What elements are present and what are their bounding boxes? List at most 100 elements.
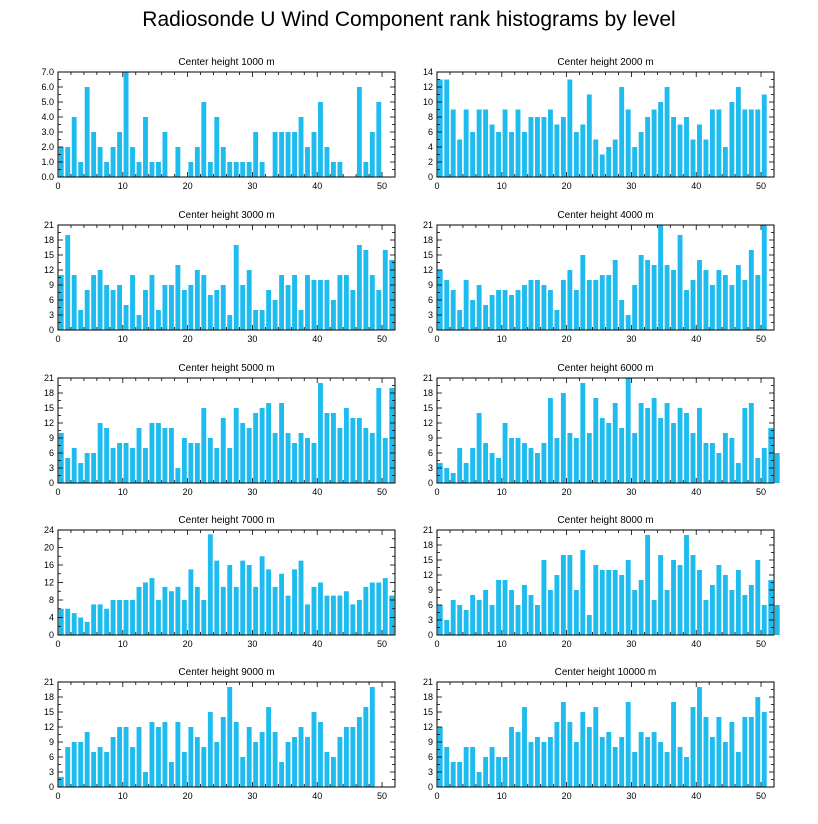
- histogram-bar: [272, 586, 278, 635]
- histogram-bar: [671, 117, 676, 177]
- histogram-bar: [470, 132, 476, 177]
- histogram-bar: [292, 569, 297, 635]
- histogram-bar: [722, 575, 728, 635]
- histogram-bar: [703, 139, 709, 177]
- histogram-bar: [761, 712, 767, 787]
- histogram-bar: [476, 109, 482, 177]
- histogram-bar: [337, 275, 343, 330]
- histogram-bar: [188, 443, 194, 483]
- panel-title: Center height 1000 m: [178, 57, 274, 68]
- y-tick-label: 3: [428, 463, 433, 473]
- histogram-bar: [560, 393, 566, 483]
- histogram-bar: [324, 595, 330, 635]
- y-tick-label: 9: [428, 585, 433, 595]
- histogram-bar: [677, 124, 683, 177]
- histogram-bar: [285, 132, 291, 177]
- x-tick-label: 40: [312, 639, 322, 649]
- histogram-bar: [645, 408, 651, 483]
- y-tick-label: 4.0: [41, 112, 54, 122]
- x-tick-label: 30: [247, 639, 257, 649]
- histogram-bar: [761, 225, 767, 330]
- histogram-bar: [586, 615, 592, 635]
- histogram-bar: [311, 586, 317, 635]
- histogram-bar: [632, 147, 638, 177]
- histogram-bar: [279, 403, 285, 483]
- y-tick-label: 2: [428, 157, 433, 167]
- histogram-bar: [220, 717, 226, 787]
- y-tick-label: 15: [44, 707, 54, 717]
- histogram-bar: [162, 285, 168, 330]
- histogram-bar: [130, 448, 135, 483]
- histogram-bar: [240, 162, 246, 177]
- histogram-bar: [638, 732, 644, 787]
- x-tick-label: 40: [691, 334, 701, 344]
- histogram-bar: [71, 613, 77, 635]
- histogram-bar: [567, 270, 573, 330]
- histogram-panel: Center height 2000 m 0 10 20 30 40 50 0 2 4 6 8 10 12…: [423, 57, 775, 191]
- histogram-bar: [690, 433, 696, 483]
- y-tick-label: 12: [44, 722, 54, 732]
- histogram-bar: [697, 408, 702, 483]
- histogram-bar: [502, 580, 508, 635]
- histogram-bar: [625, 702, 631, 787]
- histogram-bar: [735, 87, 741, 177]
- y-tick-label: 3: [49, 767, 54, 777]
- histogram-bar: [547, 290, 553, 330]
- histogram-bar: [554, 438, 560, 483]
- histogram-bar: [535, 117, 540, 177]
- histogram-bar: [515, 605, 521, 635]
- histogram-bar: [632, 285, 638, 330]
- y-tick-label: 0.0: [41, 172, 54, 182]
- x-tick-label: 10: [497, 334, 507, 344]
- histogram-bar: [742, 109, 748, 177]
- histogram-bar: [71, 275, 77, 330]
- histogram-bar: [612, 747, 618, 787]
- histogram-bar: [515, 109, 521, 177]
- histogram-bar: [324, 147, 330, 177]
- y-tick-label: 18: [44, 692, 54, 702]
- histogram-bar: [298, 117, 304, 177]
- histogram-bar: [671, 702, 676, 787]
- y-tick-label: 6: [49, 752, 54, 762]
- histogram-bar: [97, 270, 103, 330]
- histogram-bar: [123, 600, 129, 635]
- histogram-bar: [233, 722, 239, 787]
- histogram-bar: [444, 747, 450, 787]
- histogram-bar: [110, 147, 116, 177]
- y-tick-label: 8: [49, 595, 54, 605]
- histogram-bar: [586, 280, 592, 330]
- y-tick-label: 0: [428, 325, 433, 335]
- y-tick-label: 6: [428, 752, 433, 762]
- x-tick-label: 0: [434, 791, 439, 801]
- histogram-bar: [457, 448, 463, 483]
- panel-title: Center height 10000 m: [555, 667, 657, 678]
- histogram-bar: [136, 586, 142, 635]
- x-tick-label: 0: [55, 334, 60, 344]
- histogram-bar: [470, 747, 476, 787]
- histogram-bar: [143, 290, 148, 330]
- histogram-bar: [136, 727, 142, 787]
- histogram-bar: [356, 418, 362, 483]
- histogram-bar: [547, 398, 553, 483]
- histogram-bar: [117, 285, 123, 330]
- histogram-bar: [761, 605, 767, 635]
- histogram-bar: [97, 147, 103, 177]
- y-tick-label: 6: [428, 127, 433, 137]
- histogram-bar: [168, 762, 174, 787]
- histogram-bar: [768, 428, 774, 483]
- histogram-bar: [554, 310, 560, 330]
- histogram-bar: [246, 565, 252, 635]
- histogram-bar: [599, 418, 605, 483]
- histogram-bar: [363, 586, 369, 635]
- histogram-bar: [483, 757, 489, 787]
- histogram-bar: [502, 109, 508, 177]
- histogram-bar: [450, 290, 456, 330]
- y-tick-label: 3: [428, 615, 433, 625]
- histogram-bar: [130, 147, 135, 177]
- histogram-bar: [599, 570, 605, 635]
- histogram-bar: [437, 463, 443, 483]
- histogram-bar: [91, 275, 97, 330]
- histogram-bar: [298, 727, 304, 787]
- histogram-bar: [330, 162, 336, 177]
- histogram-bar: [748, 109, 754, 177]
